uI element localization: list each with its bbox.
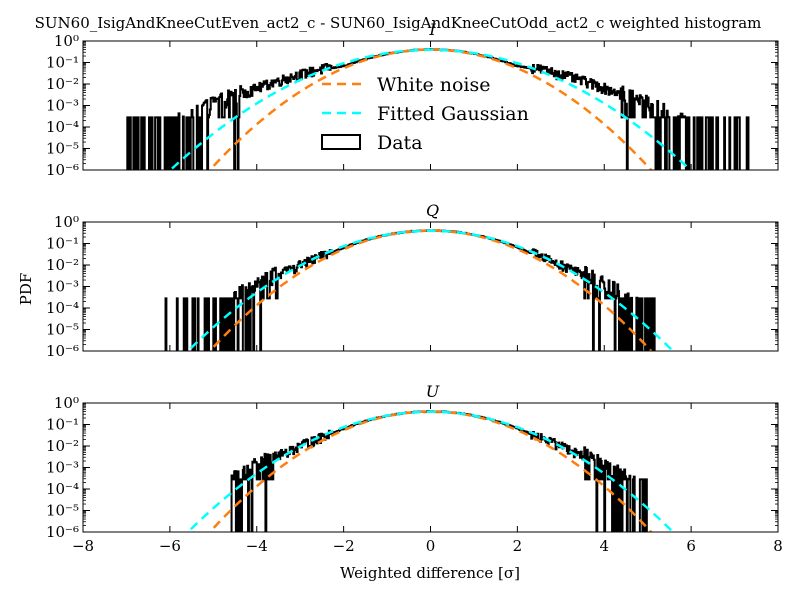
plot-area	[125, 48, 750, 170]
x-tick-label: −8	[72, 537, 94, 555]
y-tick-label: 10⁻⁴	[46, 299, 79, 317]
y-tick-label: 10⁻⁵	[46, 140, 79, 158]
y-tick-label: 10⁻⁵	[46, 502, 79, 520]
series-data-histogram	[229, 410, 650, 532]
y-tick-label: 10⁻⁶	[46, 342, 79, 360]
legend-label: White noise	[377, 74, 491, 96]
y-tick-label: 10⁻³	[46, 97, 79, 115]
y-tick-label: 10⁻¹	[46, 235, 79, 253]
x-tick-label: −6	[159, 537, 181, 555]
y-axis-label: PDF	[17, 273, 35, 306]
y-tick-label: 10⁻⁶	[46, 523, 79, 541]
figure-suptitle: SUN60_IsigAndKneeCutEven_act2_c - SUN60_…	[35, 14, 762, 32]
y-tick-label: 10⁻⁴	[46, 118, 79, 136]
y-tick-label: 10⁻³	[46, 459, 79, 477]
legend-swatch	[321, 134, 361, 150]
y-tick-label: 10⁻⁴	[46, 480, 79, 498]
series-data-histogram	[164, 229, 663, 351]
series-fitted-gaussian	[186, 410, 675, 532]
legend-entry: Data	[321, 132, 423, 154]
legend-entry: White noise	[322, 74, 491, 96]
axes-frame	[82, 402, 779, 533]
plot-area	[164, 229, 675, 351]
y-tick-label: 10⁻²	[46, 437, 79, 455]
legend-label: Data	[377, 132, 423, 154]
series-white-noise	[208, 48, 653, 170]
x-tick-label: 4	[599, 537, 609, 555]
y-tick-label: 10⁻³	[46, 278, 79, 296]
x-tick-label: 0	[426, 537, 436, 555]
legend-label: Fitted Gaussian	[377, 103, 529, 125]
series-white-noise	[208, 229, 653, 351]
x-tick-label: 2	[513, 537, 523, 555]
legend: White noise Fitted Gaussian Data	[321, 74, 529, 154]
y-tick-label: 10⁰	[54, 213, 79, 231]
panel-U: U −8 −6 −4 −2 0 2 4 6 8 10⁻⁶ 10⁻⁵ 10⁻⁴ 10⁻³ 10⁻² 10⁻¹ 10…	[46, 382, 783, 555]
series-white-noise	[208, 410, 653, 532]
y-tick-label: 10⁰	[54, 32, 79, 50]
y-tick-label: 10⁰	[54, 394, 79, 412]
x-tick-label: −2	[333, 537, 355, 555]
panel-title: U	[426, 382, 440, 401]
panel-title: I	[428, 20, 436, 39]
y-tick-label: 10⁻²	[46, 256, 79, 274]
legend-entry: Fitted Gaussian	[322, 103, 529, 125]
y-tick-label: 10⁻²	[46, 75, 79, 93]
series-fitted-gaussian	[186, 229, 675, 351]
y-tick-label: 10⁻⁶	[46, 161, 79, 179]
y-tick-label: 10⁻⁵	[46, 321, 79, 339]
panel-title: Q	[426, 201, 439, 220]
panel-Q: Q 10⁻⁶ 10⁻⁵ 10⁻⁴ 10⁻³ 10⁻² 10⁻¹ 10⁰	[46, 201, 779, 360]
series-fitted-gaussian	[168, 48, 693, 170]
y-tick-label: 10⁻¹	[46, 416, 79, 434]
panels: I 10⁻⁶ 10⁻⁵ 10⁻⁴ 10⁻³ 10⁻² 10⁻¹ 10⁰ Q 10⁻⁶ 10⁻⁵ 10⁻…	[46, 20, 783, 555]
x-tick-label: 8	[773, 537, 783, 555]
x-axis-label: Weighted difference [σ]	[340, 564, 520, 582]
panel-I: I 10⁻⁶ 10⁻⁵ 10⁻⁴ 10⁻³ 10⁻² 10⁻¹ 10⁰	[46, 20, 779, 179]
x-tick-label: −4	[246, 537, 268, 555]
y-tick-label: 10⁻¹	[46, 54, 79, 72]
plot-area	[186, 410, 675, 532]
x-tick-label: 6	[686, 537, 696, 555]
